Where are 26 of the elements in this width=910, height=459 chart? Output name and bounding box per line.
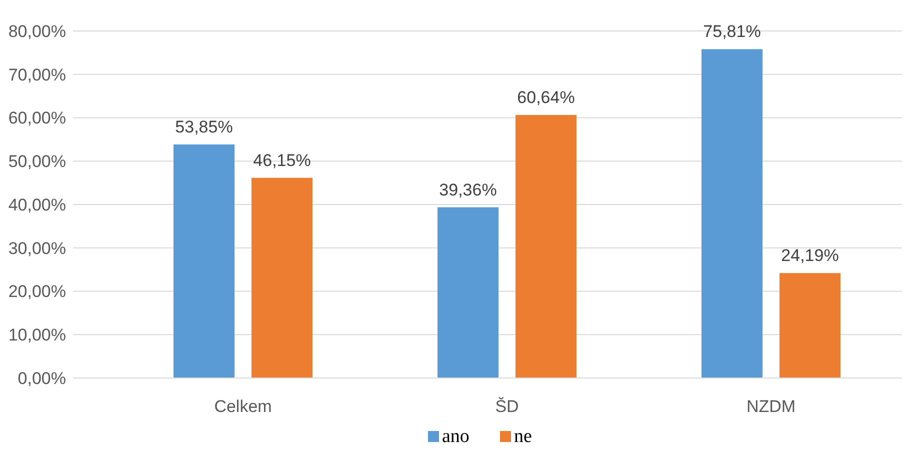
y-tick-label: 60,00% [8,108,66,128]
y-tick-label: 10,00% [8,326,66,345]
legend-label: ano [442,426,470,447]
bar [702,49,762,378]
bar [438,207,498,378]
y-tick-label: 50,00% [8,152,66,172]
data-label: 75,81% [703,22,761,42]
data-label: 24,19% [781,246,839,266]
y-tick-label: 20,00% [8,282,66,302]
legend-label: ne [514,426,532,447]
data-label: 46,15% [253,150,311,170]
y-tick-label: 30,00% [8,238,66,258]
bar [516,114,576,378]
bar [252,178,312,378]
x-tick-label: ŠD [495,397,519,416]
y-tick-label: 70,00% [8,65,66,84]
y-tick-label: 80,00% [8,22,66,41]
x-tick-label: Celkem [214,397,272,416]
x-tick-label: NZDM [746,397,796,416]
bar [780,273,840,378]
y-tick-label: 40,00% [8,195,66,214]
data-label: 53,85% [175,117,233,136]
data-label: 39,36% [439,180,497,200]
y-tick-label: 0,00% [18,368,66,388]
data-label: 60,64% [517,88,575,107]
bar [174,144,234,378]
